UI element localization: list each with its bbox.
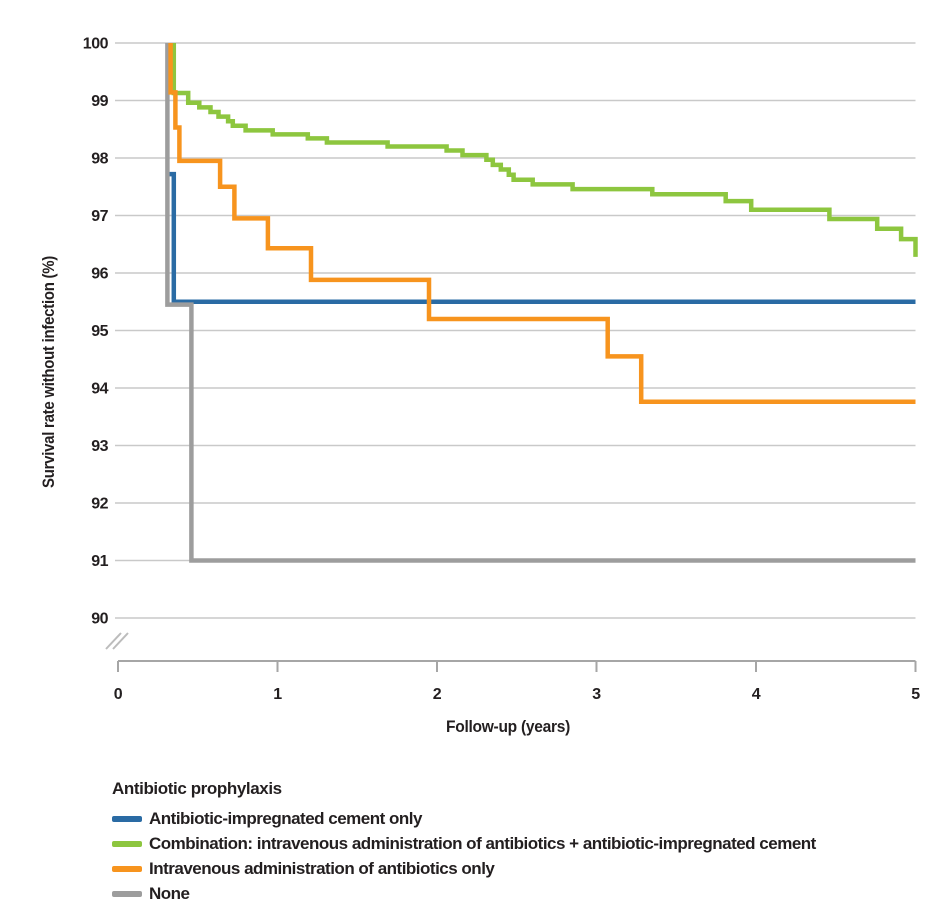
svg-text:1: 1 <box>273 686 282 703</box>
legend-swatch-orange-icon <box>112 865 142 872</box>
legend-item-cement-only: Antibiotic-impregnated cement only <box>112 806 948 831</box>
legend-label: Intravenous administration of antibiotic… <box>149 858 495 878</box>
legend-item-none: None <box>112 881 948 906</box>
svg-text:97: 97 <box>91 208 108 225</box>
svg-text:93: 93 <box>91 438 108 455</box>
legend-item-combination: Combination: intravenous administration … <box>112 831 948 856</box>
legend-label: None <box>149 883 190 903</box>
svg-text:4: 4 <box>752 686 761 703</box>
svg-text:Survival rate without infectio: Survival rate without infection (%) <box>39 256 58 488</box>
svg-text:95: 95 <box>91 323 108 340</box>
legend-label: Antibiotic-impregnated cement only <box>149 808 422 828</box>
svg-text:94: 94 <box>91 381 108 398</box>
svg-text:96: 96 <box>91 266 108 283</box>
legend-swatch-green-icon <box>112 840 142 847</box>
legend-swatch-blue-icon <box>112 815 142 822</box>
svg-text:90: 90 <box>91 611 108 628</box>
svg-text:98: 98 <box>91 151 108 168</box>
legend-label: Combination: intravenous administration … <box>149 833 816 853</box>
svg-text:2: 2 <box>433 686 442 703</box>
svg-text:3: 3 <box>592 686 601 703</box>
svg-text:100: 100 <box>83 36 109 53</box>
chart-legend: Antibiotic prophylaxis Antibiotic-impreg… <box>112 779 948 906</box>
legend-swatch-gray-icon <box>112 890 142 897</box>
survival-chart: 90 91 92 93 94 95 96 97 98 99 100 0 1 2 3 4 5 Follow-up (… <box>39 36 921 737</box>
legend-title: Antibiotic prophylaxis <box>112 779 282 798</box>
svg-text:92: 92 <box>91 496 108 513</box>
svg-text:0: 0 <box>114 686 123 703</box>
svg-text:91: 91 <box>91 553 108 570</box>
svg-text:99: 99 <box>91 93 108 110</box>
svg-text:Follow-up (years): Follow-up (years) <box>446 717 570 736</box>
svg-text:5: 5 <box>911 686 920 703</box>
legend-item-intravenous-only: Intravenous administration of antibiotic… <box>112 856 948 881</box>
